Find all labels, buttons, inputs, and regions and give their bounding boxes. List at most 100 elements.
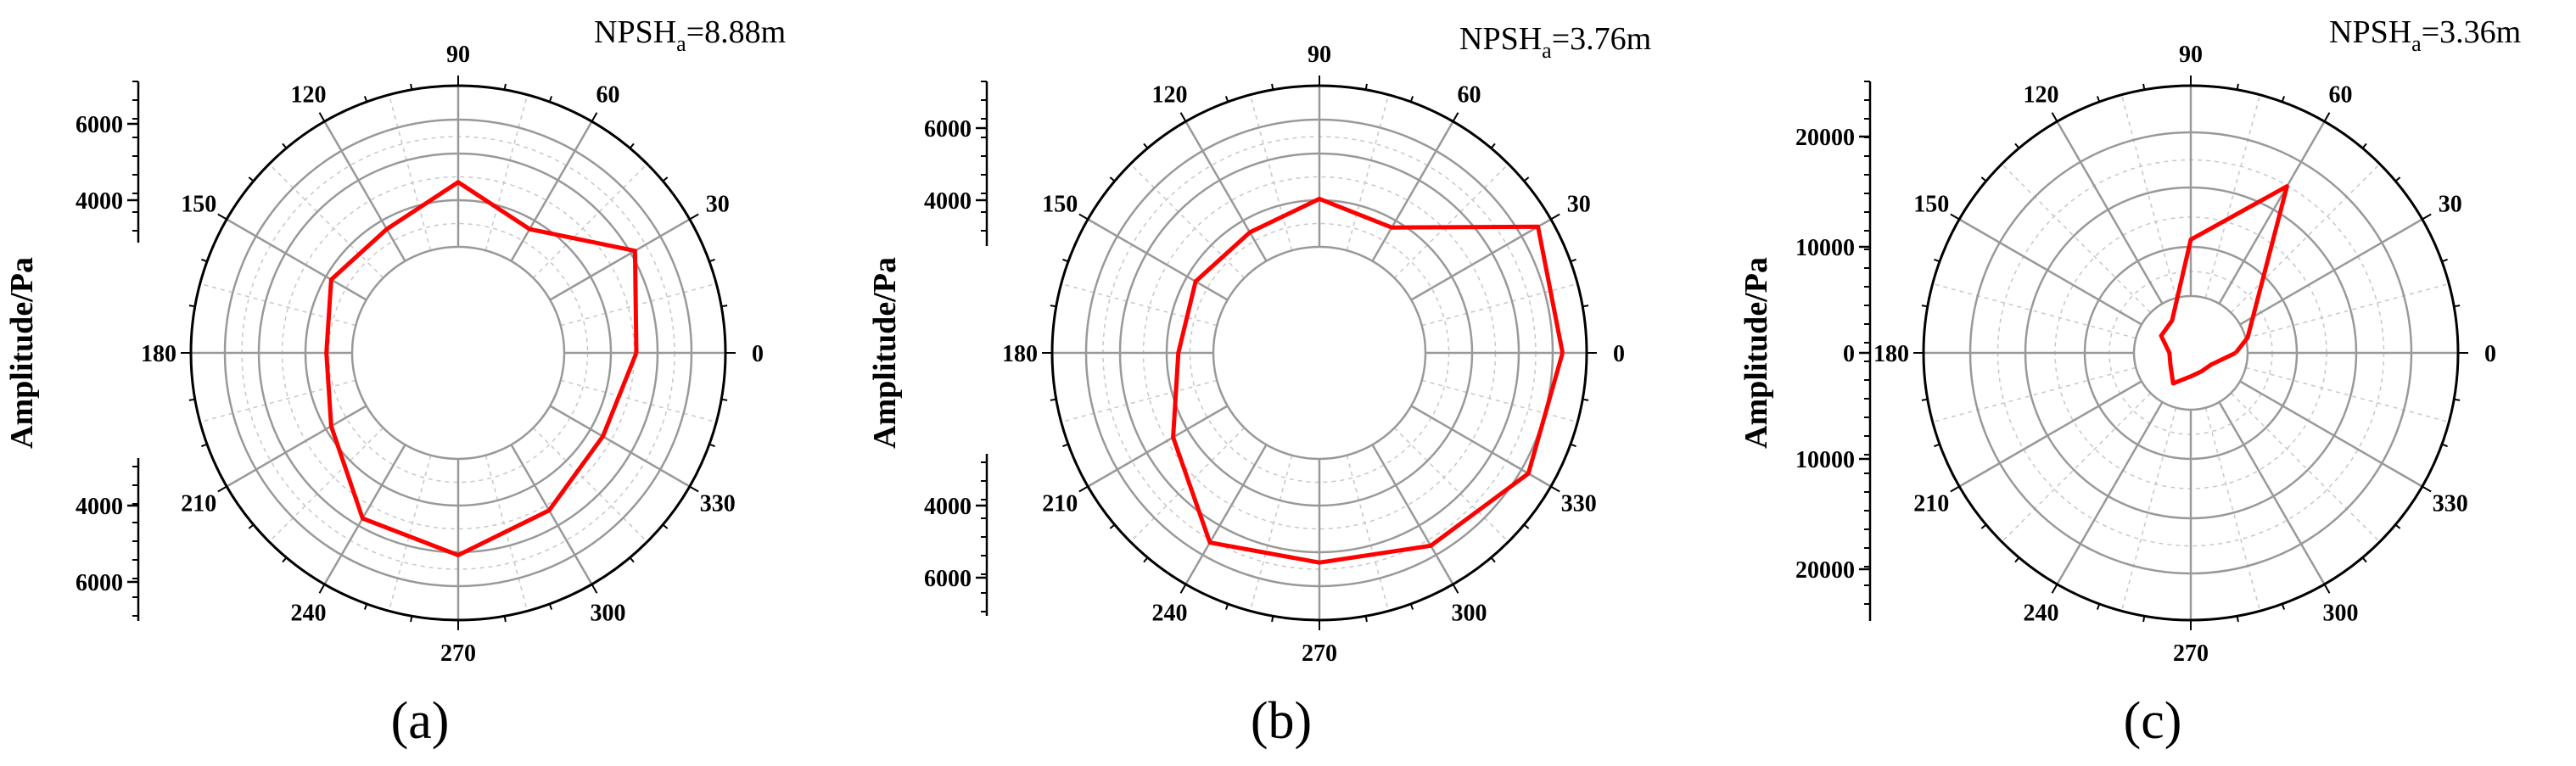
radial-tick-label: 4000 xyxy=(924,494,972,520)
outer-tick xyxy=(591,584,598,594)
minor-spoke xyxy=(1393,427,1509,543)
outer-tick xyxy=(2281,603,2286,610)
grid-spoke xyxy=(1371,120,1454,262)
polar-chart-panel: 0 30 60 90 120 150 180 210 240 270 300 330 4000 4000 6… xyxy=(4,14,786,750)
angle-tick-label: 60 xyxy=(2329,81,2353,108)
outer-tick xyxy=(2096,603,2101,610)
panel-label: (a) xyxy=(391,692,450,750)
minor-spoke xyxy=(1932,366,2136,423)
angle-tick-label: 0 xyxy=(1613,341,1625,367)
radial-tick-label: 10000 xyxy=(1795,235,1855,261)
outer-tick xyxy=(363,603,368,610)
grid-spoke xyxy=(1184,444,1268,585)
grid-circle xyxy=(1212,245,1427,461)
outer-tick xyxy=(1109,176,1116,182)
grid-spoke xyxy=(323,120,406,262)
angle-tick-label: 150 xyxy=(1042,192,1078,218)
data-series-line xyxy=(2159,184,2289,386)
outer-tick xyxy=(1062,258,1069,263)
outer-tick xyxy=(2323,112,2331,122)
angle-tick-label: 180 xyxy=(1873,341,1909,367)
outer-tick xyxy=(1550,485,1560,493)
angle-tick-label: 330 xyxy=(1561,491,1597,517)
grid-spoke xyxy=(2056,120,2164,305)
outer-tick xyxy=(662,176,669,182)
outer-tick xyxy=(548,96,553,103)
outer-tick xyxy=(548,603,553,610)
outer-tick xyxy=(2142,616,2146,623)
outer-tick xyxy=(188,305,195,308)
radial-tick-label: 4000 xyxy=(924,188,972,215)
grid-spoke xyxy=(549,405,691,488)
minor-spoke xyxy=(1393,163,1509,279)
grid-spoke xyxy=(1958,380,2142,488)
outer-tick xyxy=(2236,616,2239,623)
outer-tick xyxy=(248,523,255,529)
outer-tick xyxy=(1364,83,1368,90)
angle-tick-label: 0 xyxy=(752,341,764,367)
outer-tick xyxy=(1452,112,1459,122)
minor-spoke xyxy=(532,427,648,543)
angle-tick-label: 90 xyxy=(2179,42,2203,68)
outer-tick xyxy=(1062,443,1069,448)
outer-tick xyxy=(2422,213,2432,221)
minor-spoke xyxy=(1346,94,1390,251)
radial-tick-label: 4000 xyxy=(76,494,123,520)
angle-tick-label: 210 xyxy=(181,491,216,517)
grid-spoke xyxy=(510,120,593,262)
outer-tick xyxy=(503,83,507,90)
minor-spoke xyxy=(268,163,384,279)
minor-spoke xyxy=(2204,94,2261,299)
outer-tick xyxy=(1570,258,1576,263)
angle-tick-label: 180 xyxy=(141,341,176,367)
outer-tick xyxy=(1050,305,1056,308)
radial-tick-label: 6000 xyxy=(76,112,123,138)
minor-spoke xyxy=(1129,427,1246,543)
polar-chart-panel: 0 30 60 90 120 150 180 210 240 270 300 330 4000 4000 6… xyxy=(867,21,1651,750)
minor-spoke xyxy=(1421,379,1578,423)
angle-tick-label: 120 xyxy=(291,81,327,108)
outer-tick xyxy=(201,258,208,263)
minor-spoke xyxy=(1249,455,1293,612)
outer-tick xyxy=(201,443,208,448)
outer-tick xyxy=(1980,523,1987,529)
angle-tick-label: 270 xyxy=(1302,640,1337,667)
radial-tick-label: 6000 xyxy=(924,116,972,143)
minor-spoke xyxy=(2204,407,2261,612)
outer-tick xyxy=(1109,523,1116,529)
angle-tick-label: 150 xyxy=(1913,192,1949,218)
grid-spoke xyxy=(2218,120,2326,305)
radial-tick-label: 6000 xyxy=(924,566,972,592)
angle-tick-label: 300 xyxy=(1452,601,1487,627)
outer-tick xyxy=(1143,143,1149,149)
grid-spoke xyxy=(510,444,593,585)
npsh-annotation: NPSHa=8.88m xyxy=(594,14,786,56)
grid-spoke xyxy=(2239,380,2423,488)
outer-tick xyxy=(1409,96,1414,103)
angle-tick-label: 120 xyxy=(2024,81,2059,108)
outer-tick xyxy=(2051,112,2058,122)
minor-spoke xyxy=(1932,282,2136,339)
angle-tick-label: 60 xyxy=(1458,81,1481,108)
data-series-line xyxy=(324,180,639,557)
outer-tick xyxy=(2014,556,2020,563)
minor-spoke xyxy=(2245,366,2450,423)
outer-tick xyxy=(2422,485,2432,493)
grid-spoke xyxy=(323,444,406,585)
outer-tick xyxy=(2361,143,2367,149)
minor-spoke xyxy=(2120,407,2177,612)
outer-tick xyxy=(410,616,413,623)
grid-spoke xyxy=(1087,218,1229,301)
outer-tick xyxy=(662,523,669,529)
outer-tick xyxy=(2441,443,2448,448)
outer-tick xyxy=(2051,584,2058,594)
y-axis-label: Amplitude/Pa xyxy=(4,257,40,449)
grid-spoke xyxy=(1958,218,2142,326)
panel-label: (b) xyxy=(1251,692,1312,750)
grid-spoke xyxy=(226,405,367,488)
outer-tick xyxy=(2323,584,2331,594)
minor-spoke xyxy=(1249,94,1293,251)
outer-tick xyxy=(2014,143,2020,149)
outer-tick xyxy=(318,584,326,594)
outer-tick xyxy=(1490,143,1496,149)
